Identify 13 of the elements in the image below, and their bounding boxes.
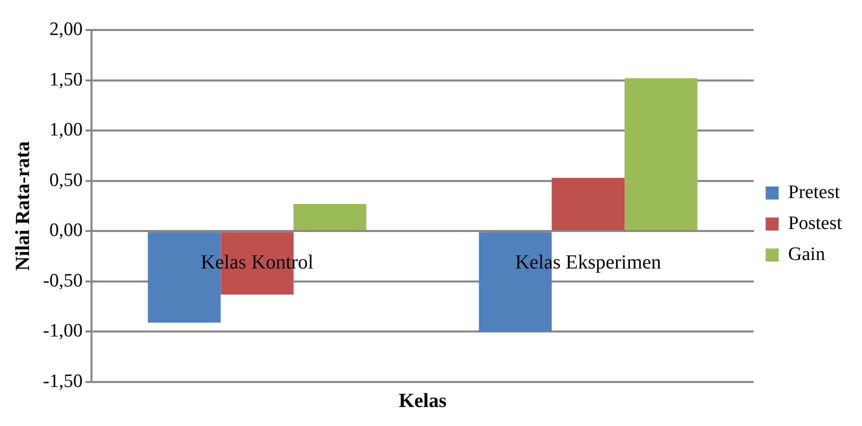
- x-axis-title: Kelas: [398, 390, 447, 412]
- legend-label: Pretest: [788, 182, 841, 203]
- y-tick-label: 1,50: [49, 69, 83, 90]
- y-tick-label: -1,50: [43, 370, 83, 392]
- y-tick-label: 0,00: [49, 220, 83, 242]
- y-tick-label: 2,00: [49, 18, 83, 40]
- y-tick-label: 0,50: [49, 170, 83, 191]
- y-tick-label: 1,00: [49, 120, 83, 141]
- y-tick-label: -0,50: [43, 270, 83, 292]
- legend-label: Gain: [788, 244, 826, 265]
- legend-label: Postest: [788, 212, 843, 234]
- y-tick-label: -1,00: [43, 320, 83, 342]
- y-axis-title: Nilai Rata-rata: [12, 141, 34, 271]
